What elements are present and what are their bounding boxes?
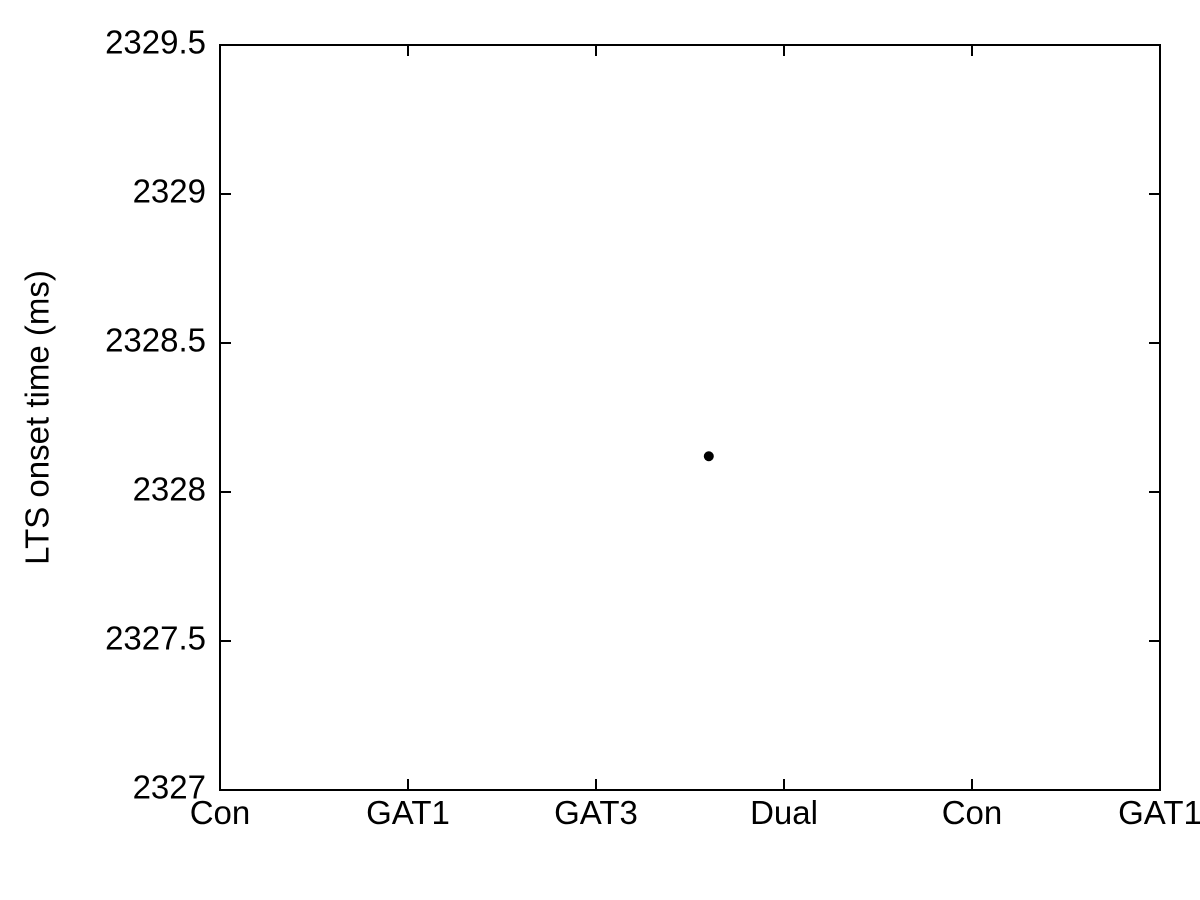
data-point bbox=[704, 451, 714, 461]
x-tick-label: Con bbox=[190, 794, 251, 831]
x-tick-label: Dual bbox=[750, 794, 818, 831]
y-tick-label: 2329 bbox=[133, 173, 206, 210]
x-tick-label: GAT1 bbox=[366, 794, 450, 831]
y-axis-label: LTS onset time (ms) bbox=[19, 270, 56, 565]
chart-background bbox=[0, 0, 1200, 900]
x-tick-label: GAT1 bbox=[1118, 794, 1200, 831]
chart-container: 23272327.523282328.523292329.5ConGAT1GAT… bbox=[0, 0, 1200, 900]
y-tick-label: 2328.5 bbox=[105, 322, 206, 359]
scatter-chart: 23272327.523282328.523292329.5ConGAT1GAT… bbox=[0, 0, 1200, 900]
x-tick-label: Con bbox=[942, 794, 1003, 831]
y-tick-label: 2328 bbox=[133, 471, 206, 508]
y-tick-label: 2329.5 bbox=[105, 24, 206, 61]
y-tick-label: 2327.5 bbox=[105, 620, 206, 657]
x-tick-label: GAT3 bbox=[554, 794, 638, 831]
